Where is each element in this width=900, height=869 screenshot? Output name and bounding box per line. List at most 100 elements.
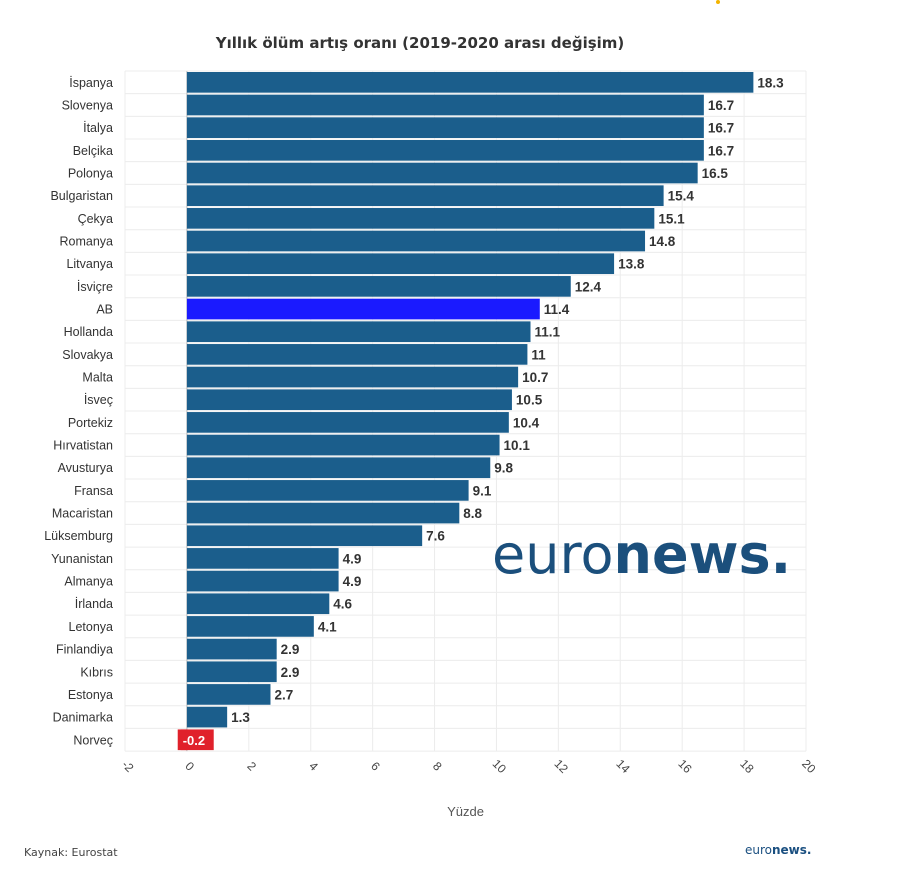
value-label: 16.7	[708, 98, 734, 113]
x-tick-label: 0	[182, 759, 197, 774]
category-label: Almanya	[64, 575, 113, 589]
value-label: 4.1	[318, 619, 337, 634]
bar	[186, 140, 704, 161]
x-tick-label: 2	[244, 759, 259, 774]
bar	[186, 502, 460, 524]
x-tick-label: 4	[306, 759, 321, 774]
bar	[186, 253, 615, 275]
bar	[186, 548, 339, 569]
value-labels: 18.3 16.7 16.7 16.7 16.5 15.4 15.1 14.8 13.8 12.4…	[177, 75, 784, 751]
footer-logo: euronews.	[745, 843, 812, 857]
bar	[186, 661, 277, 683]
category-label: Finlandiya	[56, 643, 113, 657]
value-label: 16.5	[702, 166, 729, 181]
category-label: Portekiz	[68, 416, 113, 430]
value-label: 11	[531, 347, 546, 362]
value-label: 11.4	[544, 302, 570, 317]
category-label: İsveç	[84, 393, 113, 407]
bar	[186, 593, 330, 615]
bar	[186, 208, 655, 229]
x-tick-label: 20	[799, 757, 819, 777]
value-label: 9.1	[473, 483, 492, 498]
category-label: AB	[96, 303, 113, 317]
bar	[186, 570, 339, 592]
x-tick-label: 6	[368, 759, 383, 774]
bar	[186, 706, 228, 728]
category-label: Hırvatistan	[53, 439, 113, 453]
category-label: İsviçre	[77, 280, 113, 294]
x-tick-label: 14	[613, 757, 633, 777]
x-axis-label: Yüzde	[447, 804, 484, 819]
value-label: 16.7	[708, 143, 734, 158]
category-label: Letonya	[69, 620, 114, 634]
category-label: İrlanda	[75, 597, 113, 611]
value-label: 10.7	[522, 370, 548, 385]
bar	[186, 185, 664, 207]
category-label: Danimarka	[53, 711, 113, 725]
category-label: Hollanda	[64, 325, 113, 339]
bar	[186, 525, 423, 547]
category-label: Estonya	[68, 688, 113, 702]
value-label: 2.9	[281, 665, 300, 680]
value-label: 12.4	[575, 279, 602, 294]
bar	[186, 616, 314, 637]
bar	[186, 94, 704, 116]
category-label: Bulgaristan	[50, 189, 113, 203]
value-label: 14.8	[649, 234, 676, 249]
x-tick-label: 10	[490, 757, 510, 777]
bar	[186, 638, 277, 660]
value-label: 2.7	[274, 687, 293, 702]
x-tick-label: 8	[430, 759, 445, 774]
bar	[186, 434, 500, 456]
category-label: Litvanya	[66, 257, 113, 271]
bar	[186, 389, 512, 411]
category-labels: İspanya Slovenya İtalya Belçika Polonya Bulga…	[44, 76, 113, 747]
bars	[180, 72, 754, 751]
category-label: İtalya	[83, 121, 113, 135]
category-label: Malta	[82, 371, 113, 385]
bar-chart: İspanya Slovenya İtalya Belçika Polonya Bulga…	[44, 70, 819, 819]
category-label: Macaristan	[52, 507, 113, 521]
x-tick-label: 18	[737, 757, 757, 777]
chart-title: Yıllık ölüm artış oranı (2019-2020 arası…	[215, 34, 625, 52]
category-label: Kıbrıs	[80, 665, 113, 679]
x-tick-label: 16	[675, 757, 695, 777]
category-label: Fransa	[74, 484, 113, 498]
bar	[186, 344, 528, 365]
bar	[186, 412, 509, 433]
accent-mark	[716, 0, 720, 4]
bar	[186, 72, 754, 93]
bar	[186, 321, 531, 343]
x-tick-label: -2	[119, 758, 137, 776]
value-label: 10.5	[516, 393, 543, 408]
value-label: 2.9	[281, 642, 300, 657]
value-label: 4.9	[343, 551, 362, 566]
bar	[186, 480, 469, 501]
value-label: 10.1	[504, 438, 531, 453]
value-label: 4.9	[343, 574, 362, 589]
value-label: 4.6	[333, 597, 352, 612]
bar	[186, 276, 571, 297]
value-label: 1.3	[231, 710, 250, 725]
value-label: 16.7	[708, 121, 734, 136]
value-label: 10.4	[513, 415, 540, 430]
bar	[186, 117, 704, 139]
value-label: 15.4	[668, 189, 695, 204]
category-label: Polonya	[68, 167, 113, 181]
bar	[186, 684, 271, 705]
value-label: 13.8	[618, 257, 645, 272]
euronews-watermark: euronews.	[492, 523, 792, 586]
category-label: Slovenya	[62, 99, 113, 113]
bar	[186, 298, 540, 320]
value-label: 7.6	[426, 529, 445, 544]
category-label: Lüksemburg	[44, 529, 113, 543]
value-label: 18.3	[757, 75, 784, 90]
bar	[186, 457, 491, 479]
value-label: 15.1	[658, 211, 685, 226]
category-label: Yunanistan	[51, 552, 113, 566]
category-label: Norveç	[73, 733, 113, 747]
category-label: Romanya	[60, 235, 114, 249]
value-label: -0.2	[183, 733, 205, 748]
value-label: 8.8	[463, 506, 482, 521]
value-label: 11.1	[535, 325, 561, 340]
